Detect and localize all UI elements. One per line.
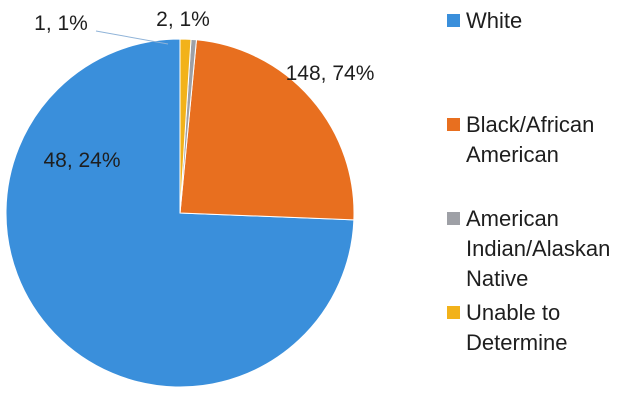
legend-swatch-american-indian-alaskan-native (447, 212, 460, 225)
legend-item-black-african-american: Black/African American (447, 110, 627, 170)
legend-item-unable-to-determine: Unable to Determine (447, 298, 627, 358)
data-label-unable-to-determine: 2, 1% (156, 8, 210, 31)
pie-slice-black-african-american (179, 39, 355, 221)
legend-item-white: White (447, 6, 627, 36)
legend-swatch-white (447, 14, 460, 27)
pie-slice-unable-to-determine (179, 38, 192, 214)
legend-label-white: White (466, 8, 523, 33)
legend-swatch-unable-to-determine (447, 306, 460, 319)
legend-swatch-black-african-american (447, 118, 460, 131)
legend-label-unable-to-determine: Unable to Determine (466, 300, 568, 355)
data-label-black-african-american: 48, 24% (43, 149, 120, 172)
data-label-american-indian-alaskan-native: 1, 1% (34, 12, 88, 35)
leader-line-american-indian-alaskan-native (95, 30, 169, 45)
data-label-white: 148, 74% (286, 62, 375, 85)
legend-label-american-indian-alaskan-native: American Indian/Alaskan Native (466, 206, 611, 291)
legend-label-black-african-american: Black/African American (466, 112, 595, 167)
legend-item-american-indian-alaskan-native: American Indian/Alaskan Native (447, 204, 627, 294)
